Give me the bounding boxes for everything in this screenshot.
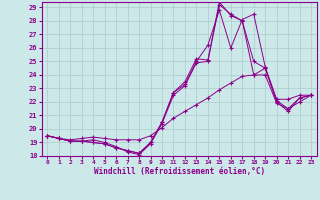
X-axis label: Windchill (Refroidissement éolien,°C): Windchill (Refroidissement éolien,°C) [94, 167, 265, 176]
